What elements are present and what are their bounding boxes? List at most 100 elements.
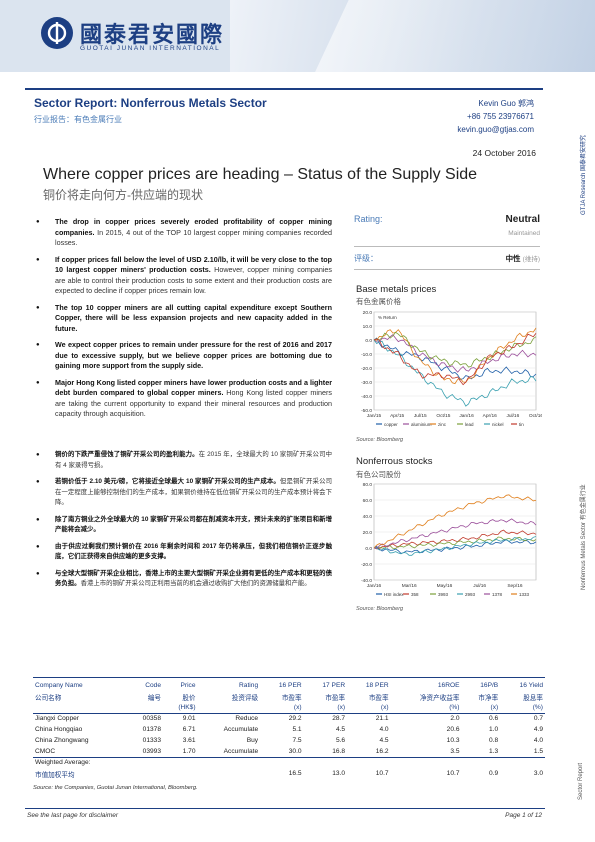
bullet-en: Major Hong Kong listed copper miners hav…	[36, 378, 332, 420]
table-header-cell: 编号	[147, 694, 161, 702]
table-cell: Reduce	[235, 715, 259, 723]
rating-value: Neutral	[505, 214, 540, 225]
chart2-title-cn: 有色公司股份	[356, 470, 401, 479]
table-cell: 29.2	[288, 715, 302, 723]
x-tick-label: Jan/16	[367, 583, 382, 589]
table-cell: 1.0	[489, 726, 499, 733]
table-cell: 0.7	[533, 715, 543, 723]
avg-cell: 3.0	[533, 770, 543, 777]
table-cell: 28.7	[332, 715, 346, 723]
table-header-cell: (%)	[500, 702, 545, 714]
legend-label: 3993	[438, 592, 449, 597]
table-header-cell: 17 PER	[322, 682, 346, 689]
table-cell: 4.9	[533, 726, 543, 733]
table-cell: Jiangxi Copper	[35, 715, 79, 723]
table-cell: 3.61	[182, 737, 196, 744]
table-row: CMOC 03993 1.70 Accumulate 30.0 16.8 16.2 3.5 1.…	[33, 746, 545, 758]
table-cell: 01333	[142, 737, 161, 744]
table-cell: 7.5	[292, 737, 302, 744]
bullet-en: If copper prices fall below the level of…	[36, 255, 332, 297]
bullets-en: The drop in copper prices severely erode…	[36, 217, 332, 426]
table-header-cell: 股价	[182, 694, 196, 702]
table-cell: Buy	[246, 737, 259, 744]
headline: Where copper prices are heading – Status…	[43, 166, 478, 183]
table-cell: CMOC	[33, 746, 127, 758]
table-header-row: 公司名称 编号 股价 投资评级 市盈率 市盈率 市盈率 净资产收益率 市净率 股息率	[33, 691, 545, 702]
author-email[interactable]: kevin.guo@gtjas.com	[457, 125, 534, 134]
table-cell: 5.1	[292, 726, 302, 733]
legend-label: tin	[519, 422, 524, 427]
x-tick-label: Oct/16	[529, 413, 542, 419]
table-row: China Hongqiao 01378 6.71 Accumulate 5.1 4.5 4…	[33, 724, 545, 735]
table-cell: 21.1	[375, 715, 389, 723]
table-cell: 10.3	[446, 737, 460, 744]
x-tick-label: Apr/15	[390, 413, 404, 419]
logo-text-cn: 國泰君安國際	[80, 23, 225, 48]
table-avg-label-row: Weighted Average:	[33, 757, 545, 768]
table-top-rule	[33, 677, 545, 678]
bullet-cn: 除了南方铜业之外全球最大的 10 家铜矿开采公司都在削减资本开支，预计未来的扩张…	[36, 515, 332, 536]
chart1-source: Source: Bloomberg	[356, 437, 404, 443]
y-tick-label: 10.0	[363, 324, 373, 330]
series-line	[373, 536, 537, 550]
report-date: 24 October 2016	[472, 148, 536, 158]
footer-disclaimer[interactable]: See the last page for disclaimer	[27, 812, 119, 819]
table-cell: Accumulate	[197, 746, 261, 758]
table-cell: 5.6	[335, 737, 346, 744]
chart2-title: Nonferrous stocks	[356, 456, 433, 467]
table-cell: 9.01	[182, 715, 196, 723]
table-cell: 4.5	[335, 726, 346, 733]
table-cell: 1.5	[500, 746, 545, 758]
bullets-cn: 铜价的下跌严重侵蚀了铜矿开采公司的盈利能力。在 2015 年，全球最大的 10 …	[36, 450, 332, 596]
side-label-mid: Nonferrous Metals Sector 有色金属行业	[581, 484, 587, 590]
logo-text-en: GUOTAI JUNAN INTERNATIONAL	[80, 45, 221, 52]
chart2-source: Source: Bloomberg	[356, 606, 404, 612]
rating-value-cn: 中性	[505, 254, 521, 263]
table-header-cell: Price	[180, 682, 196, 689]
x-tick-label: Jan/15	[367, 413, 382, 419]
table-header-cell: Rating	[239, 682, 259, 689]
avg-cell: 0.9	[489, 770, 499, 777]
table-header-cell: (x)	[347, 702, 391, 714]
rating-label: Rating:	[354, 214, 383, 224]
series-line	[373, 339, 537, 407]
y-tick-label: -20.0	[361, 366, 372, 372]
footer-rule	[25, 808, 545, 809]
x-tick-label: Mar/16	[402, 583, 417, 589]
table-row: Jiangxi Copper 00358 9.01 Reduce 29.2 28.7 21.…	[33, 713, 545, 724]
table-cell: 3.5	[390, 746, 462, 758]
table-cell: 20.6	[446, 726, 460, 733]
table-header-cell: (x)	[461, 702, 501, 714]
y-tick-label: 0.0	[365, 546, 372, 552]
x-tick-label: May/16	[437, 583, 453, 589]
table-header-cell: (%)	[390, 702, 462, 714]
bullet-cn: 若铜价低于 2.10 美元/磅，它将接近全球最大 10 家铜矿开采公司的生产成本…	[36, 477, 332, 509]
table-header-cell: 16ROE	[437, 682, 460, 689]
table-header-cell: Company Name	[35, 682, 83, 689]
series-line	[373, 331, 537, 368]
rating-status: Maintained	[508, 230, 540, 237]
table-header-cell: 股息率	[523, 694, 543, 702]
table-header-cell: 16 PER	[278, 682, 302, 689]
legend-label: nickel	[492, 422, 504, 427]
table-header-cell: (x)	[260, 702, 304, 714]
y-tick-label: -40.0	[361, 394, 372, 400]
table-header-cell: 公司名称	[35, 694, 62, 702]
avg-cell	[163, 768, 198, 779]
avg-label-cn: 市值加权平均	[35, 771, 75, 779]
table-cell: 30.0	[260, 746, 304, 758]
table-cell: 00358	[142, 715, 161, 723]
bullet-en: The top 10 copper miners are all cutting…	[36, 303, 332, 335]
side-label-bottom: Sector Report	[578, 762, 584, 800]
table-header-cell	[197, 702, 261, 714]
side-label-top: GTJA Research 国泰君安研究	[581, 134, 587, 215]
report-title: Sector Report: Nonferrous Metals Sector	[34, 96, 267, 110]
y-tick-label: -30.0	[361, 380, 372, 386]
x-tick-label: Jul/15	[414, 413, 427, 419]
y-tick-label: 40.0	[363, 514, 373, 520]
y-tick-label: -50.0	[361, 408, 372, 414]
rating-label-cn: 评级：	[354, 254, 378, 263]
legend-label: 2993	[465, 592, 476, 597]
table-cell: China Hongqiao	[35, 726, 83, 733]
